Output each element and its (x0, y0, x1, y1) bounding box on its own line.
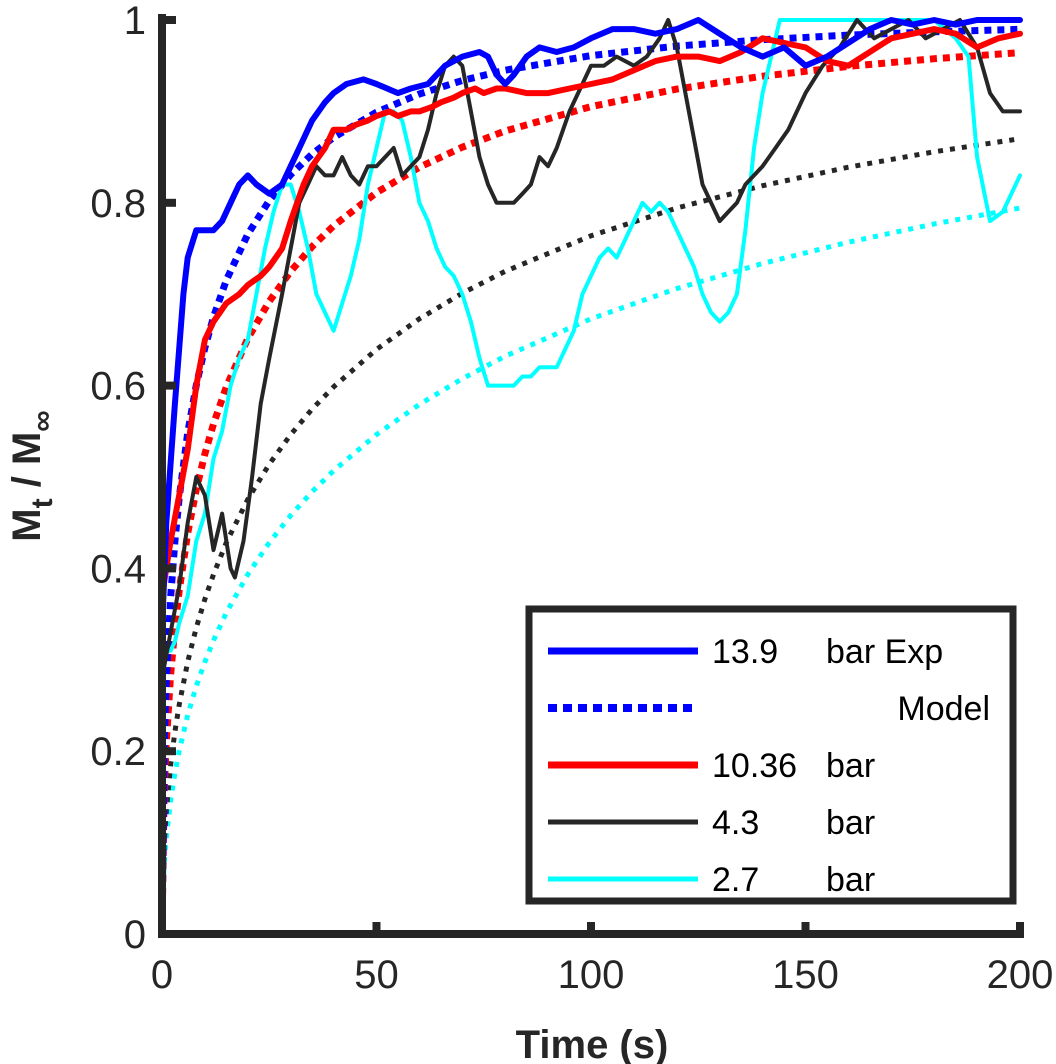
series-line-exp-13-9 (162, 17, 1023, 636)
legend-label-value: 13.9 (712, 633, 778, 671)
y-tick-label: 1 (124, 0, 146, 43)
legend-label-unit: bar (826, 804, 875, 842)
legend-box (525, 605, 1017, 905)
legend-label-value: 10.36 (712, 747, 797, 785)
x-tick-label: 0 (151, 953, 173, 997)
legend-label-unit: bar (826, 747, 875, 785)
legend: 13.9 bar Exp Model 10.36 bar 4.3 bar 2.7 bar (525, 605, 1017, 905)
series-layer (162, 17, 1023, 935)
tick-layer: 0 50 100 150 200 0 0.2 0.4 0.6 0.8 1 (90, 0, 1053, 997)
y-tick-label: 0.8 (90, 182, 146, 226)
y-tick-label: 0.6 (90, 365, 146, 409)
series-line-model-10-36 (162, 49, 1021, 935)
y-tick-label: 0 (124, 913, 146, 957)
x-tick-label: 50 (354, 953, 399, 997)
legend-label-unit: bar Exp (826, 633, 943, 671)
x-tick-label: 100 (558, 953, 625, 997)
series-line-exp-4-3 (162, 18, 1022, 681)
legend-items: 13.9 bar Exp Model 10.36 bar 4.3 bar 2.7 bar (548, 633, 990, 899)
legend-label-unit: Model (897, 690, 990, 728)
series-line-exp-10-36 (162, 26, 1023, 599)
legend-label-unit: bar (826, 861, 875, 899)
series-line-model-4-3 (162, 136, 1021, 935)
x-tick-label: 200 (987, 953, 1054, 997)
y-tick-label: 0.4 (90, 547, 146, 591)
y-tick-label: 0.2 (90, 730, 146, 774)
legend-label-value: 4.3 (712, 804, 759, 842)
y-axis-title: Mt / M∞ (5, 410, 59, 541)
x-axis-title: Time (s) (516, 1023, 669, 1064)
series-line-exp-2-7 (162, 18, 1022, 653)
legend-label-value: 2.7 (712, 861, 759, 899)
x-tick-label: 150 (772, 953, 839, 997)
